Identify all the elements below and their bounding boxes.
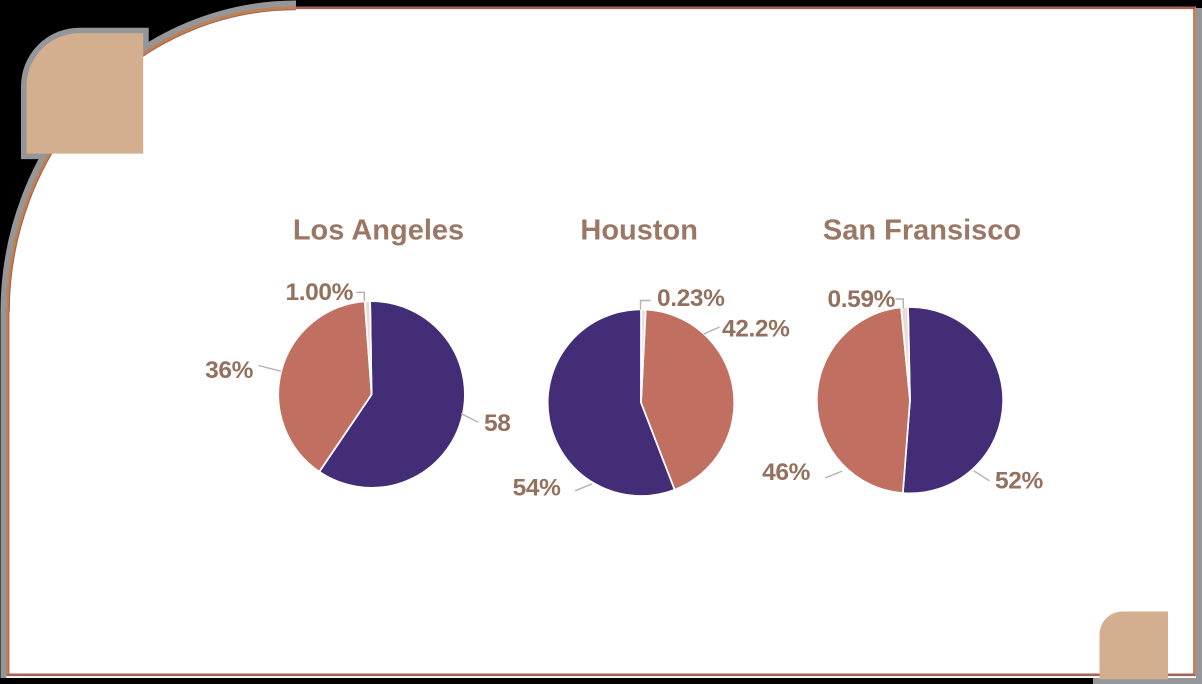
svg-text:0.59%: 0.59% <box>828 286 896 313</box>
svg-text:58: 58 <box>484 410 510 437</box>
svg-text:Los Angeles: Los Angeles <box>293 215 464 247</box>
svg-text:1.00%: 1.00% <box>286 279 354 306</box>
svg-text:Houston: Houston <box>580 215 698 247</box>
svg-text:46%: 46% <box>762 459 810 486</box>
svg-text:42.2%: 42.2% <box>722 316 790 343</box>
svg-text:36%: 36% <box>205 357 253 384</box>
svg-text:0.23%: 0.23% <box>657 285 725 312</box>
svg-text:52%: 52% <box>995 468 1043 495</box>
svg-text:San Fransisco: San Fransisco <box>823 215 1021 247</box>
svg-text:54%: 54% <box>513 475 561 502</box>
